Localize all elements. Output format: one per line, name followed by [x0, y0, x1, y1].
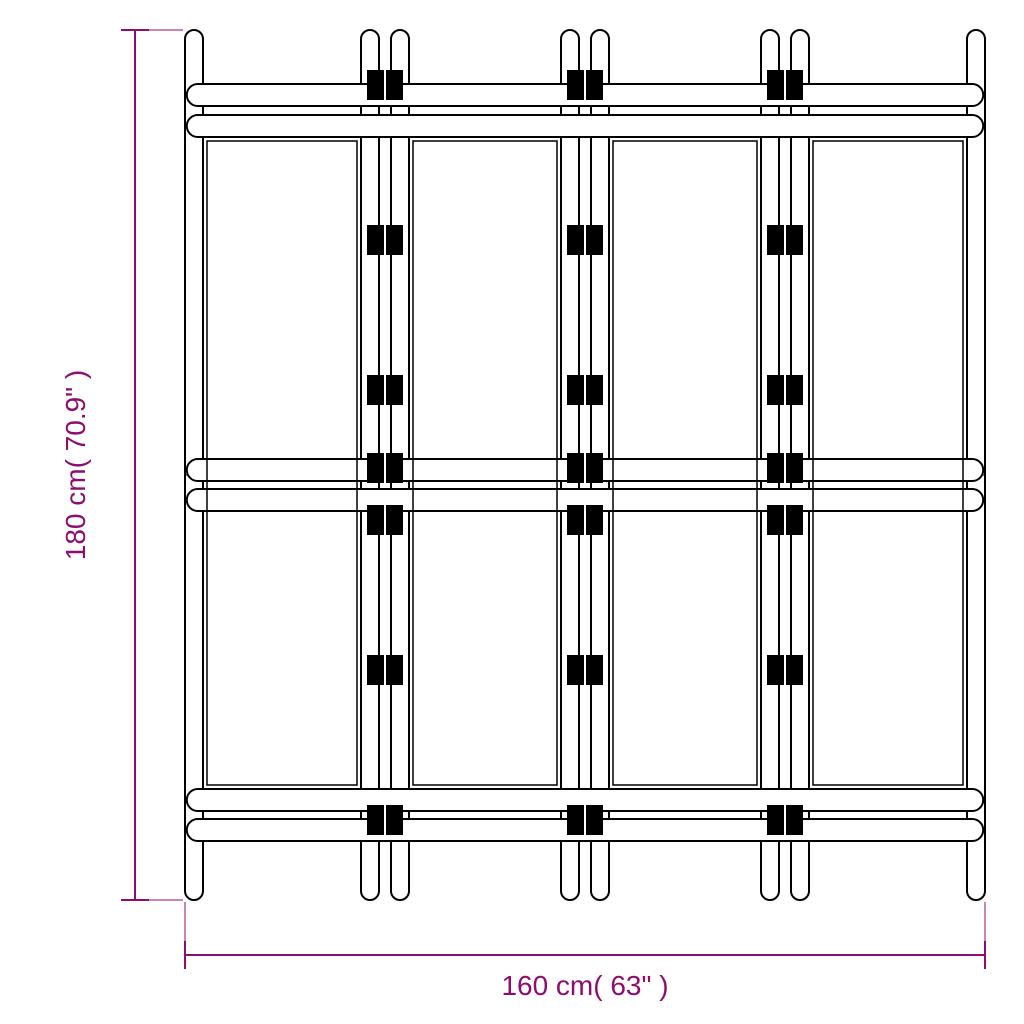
height-dimension-label: 180 cm( 70.9" ) — [60, 370, 91, 560]
dimension-diagram: 180 cm( 70.9" ) 160 cm( 63" ) — [0, 0, 1024, 1024]
room-divider-drawing — [185, 30, 985, 900]
width-dimension-label: 160 cm( 63" ) — [501, 970, 668, 1001]
